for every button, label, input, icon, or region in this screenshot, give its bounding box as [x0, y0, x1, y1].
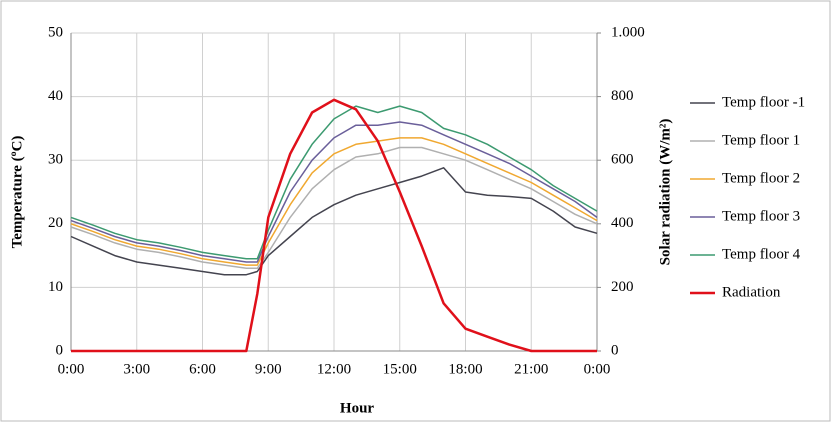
legend-label: Temp floor 1: [722, 132, 800, 148]
x-tick-label: 6:00: [189, 361, 216, 377]
x-tick-label: 15:00: [383, 361, 417, 377]
x-axis-label: Hour: [340, 400, 375, 416]
x-tick-label: 12:00: [317, 361, 351, 377]
series-line: [70, 105, 598, 260]
y2-tick-label: 200: [611, 279, 634, 295]
x-tick-label: 0:00: [58, 361, 85, 377]
series-line: [70, 167, 598, 276]
series-line: [70, 137, 598, 266]
y-tick-label: 40: [48, 88, 63, 104]
y-tick-label: 50: [48, 24, 63, 40]
x-tick-label: 21:00: [514, 361, 548, 377]
y-tick-label: 30: [48, 152, 63, 168]
x-tick-label: 9:00: [255, 361, 282, 377]
legend-label: Radiation: [722, 284, 781, 300]
x-tick-label: 3:00: [123, 361, 150, 377]
legend-label: Temp floor -1: [722, 94, 805, 110]
y-tick-label: 20: [48, 215, 63, 231]
legend-label: Temp floor 4: [722, 246, 801, 262]
y2-tick-label: 600: [611, 152, 634, 168]
y2-tick-label: 1.000: [611, 24, 645, 40]
legend-label: Temp floor 3: [722, 208, 800, 224]
y-axis-label: Temperature (ºC): [9, 136, 25, 249]
y-tick-label: 10: [48, 279, 63, 295]
x-tick-label: 0:00: [584, 361, 611, 377]
series-line: [71, 98, 597, 353]
y2-tick-label: 0: [611, 342, 619, 358]
y2-tick-label: 800: [611, 88, 634, 104]
series-line: [70, 121, 598, 263]
y2-axis-label: Solar radiation (W/m²): [657, 119, 673, 266]
x-tick-label: 18:00: [448, 361, 482, 377]
legend-label: Temp floor 2: [722, 170, 800, 186]
series-line: [70, 146, 598, 270]
y2-tick-label: 400: [611, 215, 634, 231]
y-tick-label: 0: [56, 342, 64, 358]
